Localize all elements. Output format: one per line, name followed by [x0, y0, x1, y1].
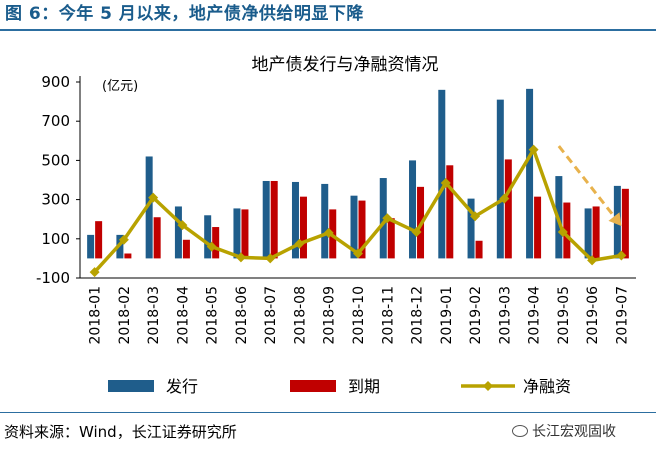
net-financing-point [265, 253, 276, 264]
bar-issuance [526, 88, 534, 259]
x-tick-label: 2019-06 [585, 286, 601, 345]
legend-label: 到期 [348, 377, 380, 396]
net-financing-point [323, 227, 334, 238]
net-financing-point [235, 252, 246, 263]
bar-maturity [446, 165, 454, 259]
net-financing-point [440, 177, 451, 188]
bar-maturity [270, 180, 278, 259]
y-tick-label: 500 [41, 151, 70, 169]
y-tick-label: 100 [41, 230, 70, 248]
y-tick-label: 900 [41, 73, 70, 91]
x-tick-label: 2018-09 [322, 286, 338, 345]
bar-issuance [350, 195, 358, 259]
bar-issuance [496, 99, 504, 259]
trend-arrow-line [557, 145, 617, 219]
bar-maturity [212, 227, 220, 259]
bar-issuance [87, 234, 95, 259]
figure-title: 图 6：今年 5 月以来，地产债净供给明显下降 [5, 4, 364, 24]
bar-issuance [409, 160, 417, 259]
bar-issuance [174, 206, 182, 259]
net-financing-point [411, 226, 422, 237]
chart-title: 地产债发行与净融资情况 [252, 55, 439, 75]
bar-issuance [321, 183, 329, 259]
bar-issuance [291, 181, 299, 259]
bar-maturity [621, 188, 629, 259]
bar-maturity [592, 206, 600, 259]
x-tick-label: 2018-11 [380, 286, 396, 345]
bar-issuance [262, 180, 270, 259]
x-tick-label: 2018-06 [234, 286, 250, 345]
bar-maturity [182, 239, 190, 259]
y-tick-label: -100 [36, 269, 70, 287]
bar-maturity [534, 196, 542, 259]
title-divider [0, 29, 656, 31]
x-tick-label: 2019-04 [527, 286, 543, 345]
net-financing-point [118, 234, 129, 245]
x-tick-label: 2018-03 [146, 286, 162, 345]
y-tick-label: 300 [41, 191, 70, 209]
chart: 地产债发行与净融资情况 (亿元) -100 100 300 500 700 900 201… [36, 55, 636, 396]
legend-marker [483, 381, 493, 391]
x-tick-label: 2019-03 [497, 286, 513, 345]
net-financing-point [528, 144, 539, 155]
net-financing-point [557, 226, 568, 237]
x-tick-label: 2018-07 [263, 286, 279, 345]
bar-maturity [387, 218, 395, 259]
bar-maturity [358, 200, 366, 259]
bar-issuance [584, 208, 592, 259]
x-tick-label: 2019-01 [439, 286, 455, 345]
source-note: 资料来源：Wind，长江证券研究所 [4, 423, 237, 441]
x-tick-label: 2018-02 [117, 286, 133, 345]
net-financing-point [177, 220, 188, 231]
watermark: 长江宏观固收 [512, 421, 616, 441]
x-tick-label: 2019-02 [468, 286, 484, 345]
x-tick-label: 2018-01 [88, 286, 104, 345]
bar-maturity [241, 209, 249, 259]
watermark-text: 长江宏观固收 [532, 424, 616, 440]
bar-issuance [467, 198, 475, 259]
y-tick-label: 700 [41, 112, 70, 130]
legend-swatch [108, 380, 154, 392]
net-financing-point [89, 267, 100, 278]
x-tick-label: 2018-04 [175, 286, 191, 345]
legend-label: 净融资 [523, 377, 571, 396]
net-financing-point [294, 238, 305, 249]
bar-maturity [504, 159, 512, 259]
unit-label: (亿元) [102, 79, 138, 94]
net-financing-point [499, 193, 510, 204]
bar-issuance [233, 208, 241, 259]
bar-maturity [563, 202, 571, 259]
bar-maturity [153, 217, 161, 259]
wechat-icon [512, 425, 528, 437]
net-financing-point [353, 248, 363, 259]
trend-arrow-head [608, 212, 622, 227]
net-financing-point [470, 211, 481, 222]
x-tick-label: 2018-10 [351, 286, 367, 345]
legend-label: 发行 [166, 377, 198, 396]
x-tick-label: 2019-07 [614, 286, 630, 345]
bar-maturity [124, 253, 132, 259]
bar-maturity [95, 221, 103, 259]
bar-maturity [299, 196, 307, 259]
net-financing-point [382, 213, 393, 224]
x-tick-label: 2019-05 [556, 286, 572, 345]
x-tick-label: 2018-08 [292, 286, 308, 345]
x-tick-label: 2018-12 [410, 286, 426, 345]
bar-issuance [145, 156, 153, 259]
bar-issuance [438, 89, 446, 259]
footer-divider [0, 412, 656, 413]
x-tick-label: 2018-05 [205, 286, 221, 345]
net-financing-point [148, 192, 159, 203]
net-financing-point [616, 250, 627, 261]
legend-swatch [290, 380, 336, 392]
bar-maturity [475, 240, 483, 259]
net-financing-point [206, 241, 217, 252]
bar-issuance [204, 215, 212, 259]
